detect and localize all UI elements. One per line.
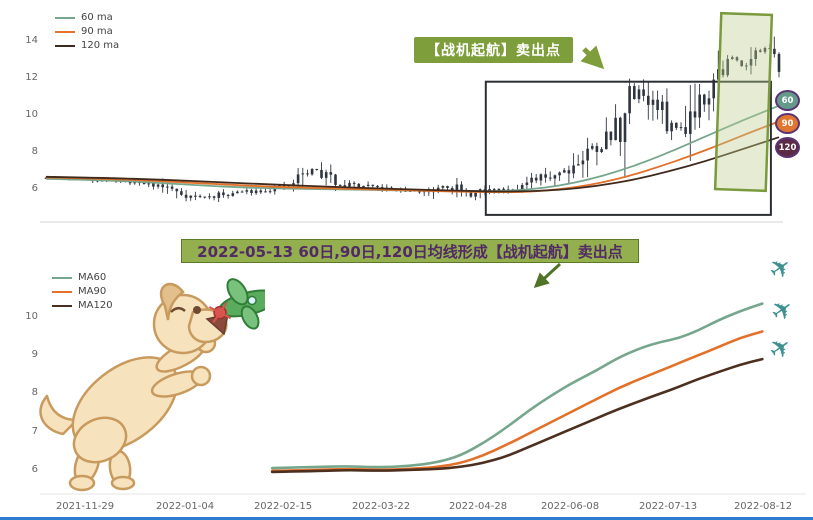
badge-ma90: 90: [775, 113, 800, 134]
y-axis-tick: 8: [31, 146, 38, 157]
legend-item-120ma: 120 ma: [55, 40, 119, 51]
legend-swatch-ma120: [52, 304, 72, 307]
legend-item-90ma: 90 ma: [55, 26, 119, 37]
event-banner: 2022-05-13 60日,90日,120日均线形成【战机起航】卖出点: [181, 239, 639, 263]
x-axis-tick: 2022-04-28: [448, 501, 508, 512]
legend-label-90ma: 90 ma: [81, 26, 113, 37]
legend-label-120ma: 120 ma: [81, 40, 120, 51]
dog-nose: [193, 306, 201, 314]
legend-swatch-ma90: [52, 290, 72, 293]
toy-plane-icon: [208, 278, 265, 330]
x-axis-tick: 2022-01-04: [155, 501, 215, 512]
badge-ma120: 120: [775, 137, 800, 158]
annotation-arrow: [580, 45, 605, 70]
top-chart-canvas: [40, 11, 783, 223]
y-axis-tick: 7: [31, 426, 38, 437]
legend-item-60ma: 60 ma: [55, 12, 119, 23]
dog-tail: [39, 394, 79, 436]
legend-item-ma90: MA90: [52, 286, 113, 297]
dog-eye: [170, 307, 186, 313]
y-axis-tick: 6: [31, 183, 38, 194]
x-axis-tick: 2021-11-29: [55, 501, 115, 512]
top-chart-legend: 60 ma 90 ma 120 ma: [55, 12, 119, 51]
x-axis-tick: 2022-08-12: [733, 501, 793, 512]
legend-swatch-ma60: [52, 276, 72, 279]
dog-ear: [159, 282, 185, 321]
legend-label-60ma: 60 ma: [81, 12, 113, 23]
x-axis-tick: 2022-07-13: [638, 501, 698, 512]
banner-arrow: [533, 262, 562, 289]
sell-point-annotation: 【战机起航】卖出点: [414, 37, 573, 63]
legend-label-ma90: MA90: [78, 286, 107, 297]
bottom-edge-bar: [0, 517, 813, 520]
y-axis-tick: 14: [25, 35, 38, 46]
y-axis-tick: 12: [25, 72, 38, 83]
badge-ma60: 60: [775, 90, 800, 111]
legend-label-ma120: MA120: [78, 300, 113, 311]
legend-swatch-60ma: [55, 16, 75, 19]
y-axis-tick: 6: [31, 464, 38, 475]
y-axis-tick: 10: [25, 109, 38, 120]
legend-swatch-120ma: [55, 44, 75, 47]
legend-item-ma60: MA60: [52, 272, 113, 283]
legend-swatch-90ma: [55, 30, 75, 33]
x-axis-tick: 2022-03-22: [351, 501, 411, 512]
y-axis-tick: 9: [31, 349, 38, 360]
x-axis-tick: 2022-06-08: [540, 501, 600, 512]
bottom-chart-legend: MA60 MA90 MA120: [52, 272, 113, 311]
dog-illustration: [39, 278, 265, 492]
x-axis-tick: 2022-02-15: [253, 501, 313, 512]
legend-label-ma60: MA60: [78, 272, 107, 283]
y-axis-tick: 10: [25, 311, 38, 322]
bottom-chart-canvas: [40, 262, 806, 495]
legend-item-ma120: MA120: [52, 300, 113, 311]
y-axis-tick: 8: [31, 387, 38, 398]
